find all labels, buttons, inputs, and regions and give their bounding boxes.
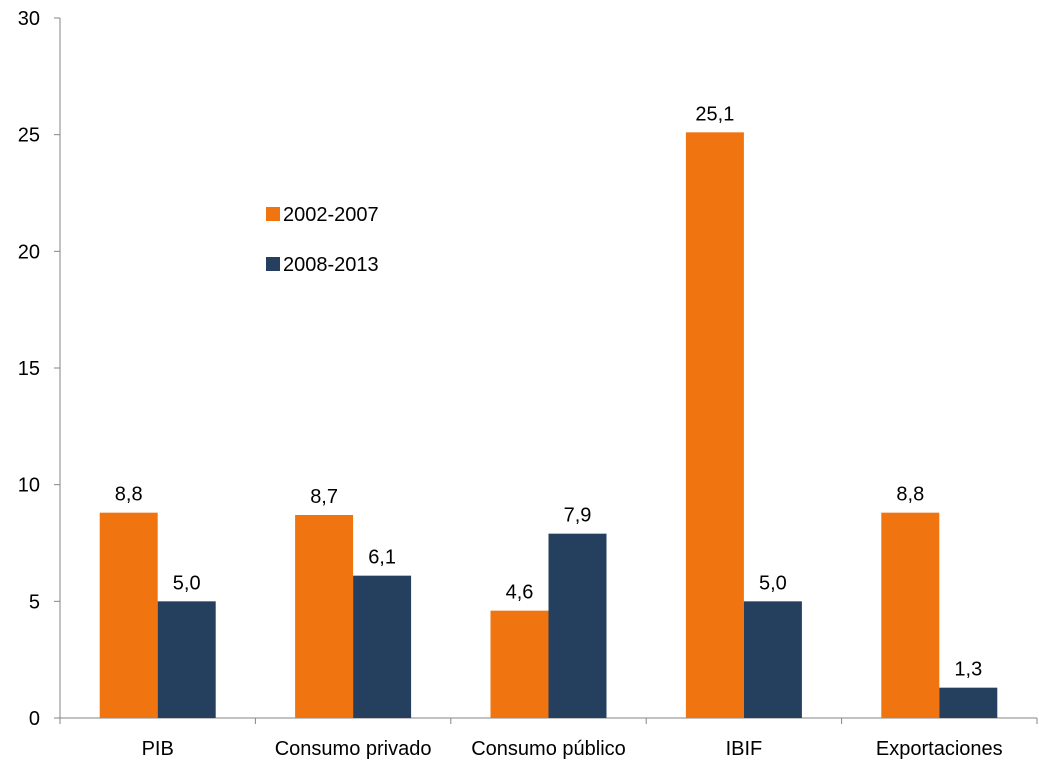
- y-tick-label: 0: [29, 708, 40, 730]
- y-tick-label: 20: [18, 241, 40, 263]
- axes: 0 5 10 15 20 25 30 PIB Consumo privado Consumo pú…: [18, 8, 1038, 760]
- data-label: 8,8: [896, 484, 924, 506]
- y-tick-label: 10: [18, 475, 40, 497]
- data-label: 6,1: [368, 547, 396, 569]
- data-label: 8,8: [115, 484, 143, 506]
- data-label: 8,7: [310, 486, 338, 508]
- legend-label: 2002-2007: [283, 204, 379, 226]
- bar: [99, 512, 158, 718]
- bar: [743, 601, 802, 718]
- x-tick-label: IBIF: [726, 738, 763, 760]
- y-tick-label: 5: [29, 591, 40, 613]
- legend-label: 2008-2013: [283, 254, 379, 276]
- bar: [548, 533, 607, 718]
- bar: [295, 515, 354, 718]
- bars: [99, 132, 998, 719]
- x-tick-label: PIB: [142, 738, 174, 760]
- data-label: 25,1: [695, 103, 734, 125]
- bar: [881, 512, 940, 718]
- legend-swatch: [266, 207, 280, 221]
- data-label: 7,9: [564, 505, 592, 527]
- bar: [353, 575, 412, 718]
- data-label: 4,6: [506, 582, 534, 604]
- x-tick-label: Consumo privado: [275, 738, 432, 760]
- data-label: 5,0: [173, 572, 201, 594]
- x-tick-label: Exportaciones: [876, 738, 1003, 760]
- legend: 2002-2007 2008-2013: [266, 204, 379, 276]
- data-labels: 8,8 5,0 8,7 6,1 4,6 7,9 25,1 5,0 8,8 1,3: [115, 103, 982, 680]
- bar: [490, 610, 549, 718]
- bar: [157, 601, 216, 718]
- y-tick-label: 25: [18, 125, 40, 147]
- bar: [685, 132, 744, 719]
- legend-swatch: [266, 257, 280, 271]
- bar: [939, 687, 998, 718]
- y-tick-label: 30: [18, 8, 40, 30]
- data-label: 5,0: [759, 572, 787, 594]
- x-tick-label: Consumo público: [471, 738, 626, 760]
- y-tick-label: 15: [18, 358, 40, 380]
- data-label: 1,3: [954, 659, 982, 681]
